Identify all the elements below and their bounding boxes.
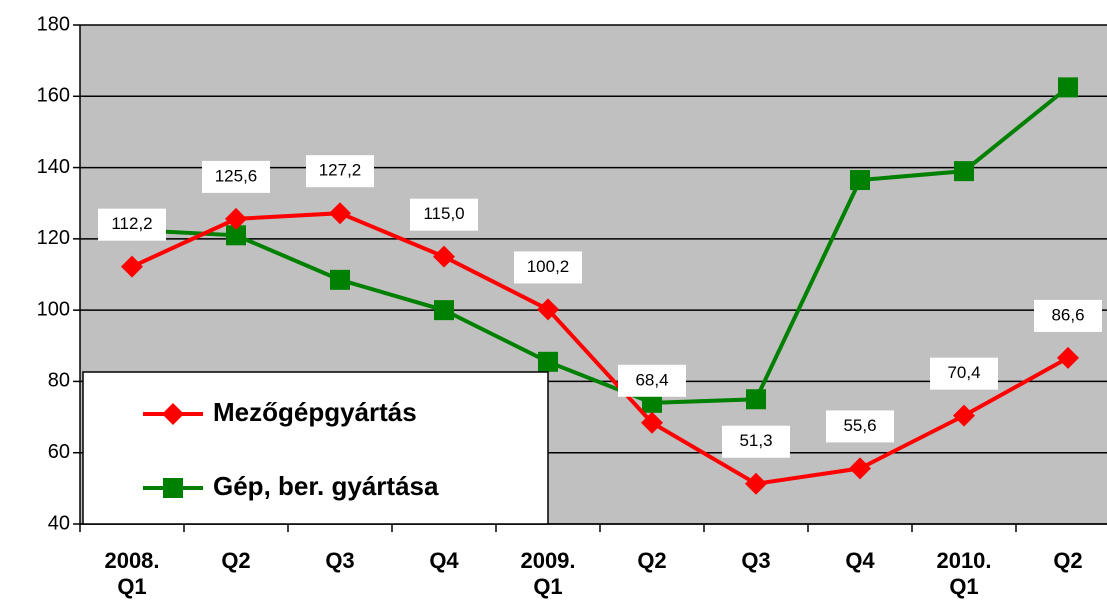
marker	[121, 255, 143, 278]
x-tick-label: 2008. Q1	[104, 548, 160, 599]
marker	[953, 404, 975, 427]
legend-label: Mezőgépgyártás	[213, 397, 417, 427]
data-label: 70,4	[947, 363, 980, 382]
marker	[850, 170, 870, 191]
marker	[163, 478, 183, 498]
data-label: 125,6	[215, 166, 258, 185]
marker	[225, 207, 247, 230]
marker	[745, 472, 767, 495]
y-tick-label: 120	[37, 227, 70, 249]
x-tick-label: Q3	[741, 548, 771, 573]
series-line	[131, 211, 1069, 486]
data-label: 115,0	[423, 204, 464, 223]
y-tick-label: 100	[37, 298, 70, 320]
marker	[537, 298, 559, 321]
marker	[954, 161, 974, 182]
data-label-box	[514, 251, 582, 284]
data-label: 100,2	[527, 257, 570, 276]
series-line	[131, 85, 1070, 405]
data-label-box	[930, 357, 998, 390]
x-tick-label: Q3	[325, 548, 355, 573]
marker	[1058, 77, 1078, 98]
data-label-box	[410, 198, 478, 231]
data-label-box	[618, 364, 686, 397]
marker	[162, 403, 184, 425]
x-tick-label: Q2	[637, 548, 667, 573]
y-tick-label: 160	[37, 85, 70, 107]
marker	[330, 269, 350, 290]
data-label: 51,3	[739, 431, 772, 450]
data-label-box	[98, 208, 166, 241]
marker	[641, 411, 663, 434]
data-label-box	[826, 410, 894, 443]
data-label: 86,6	[1051, 305, 1084, 324]
y-tick-label: 40	[48, 512, 70, 534]
data-label: 55,6	[843, 416, 876, 435]
x-tick-label: Q2	[221, 548, 251, 573]
x-tick-label: Q4	[845, 548, 875, 573]
marker	[329, 202, 351, 225]
y-tick-label: 80	[48, 370, 70, 392]
legend-label: Gép, ber. gyártása	[213, 471, 439, 501]
y-tick-label: 140	[37, 156, 70, 178]
x-tick-label: 2010. Q1	[936, 548, 992, 599]
legend-box	[82, 371, 549, 525]
marker	[434, 300, 454, 321]
marker	[746, 389, 766, 410]
data-label-box	[202, 160, 270, 193]
y-tick-label: 180	[37, 13, 70, 35]
x-tick-label: Q4	[429, 548, 459, 573]
data-label: 68,4	[635, 370, 668, 389]
y-tick-label: 60	[48, 441, 70, 463]
data-label: 127,2	[319, 161, 362, 180]
x-tick-label: 2009. Q1	[520, 548, 576, 599]
marker	[538, 351, 558, 372]
x-tick-label: Q2	[1053, 548, 1083, 573]
data-label: 112,2	[111, 214, 152, 233]
marker	[849, 457, 871, 480]
data-label-box	[1034, 299, 1102, 332]
data-label-box	[722, 425, 790, 458]
marker	[433, 245, 455, 268]
marker	[1057, 346, 1079, 369]
marker	[226, 225, 246, 246]
data-label-box	[306, 155, 374, 188]
marker	[642, 392, 662, 413]
